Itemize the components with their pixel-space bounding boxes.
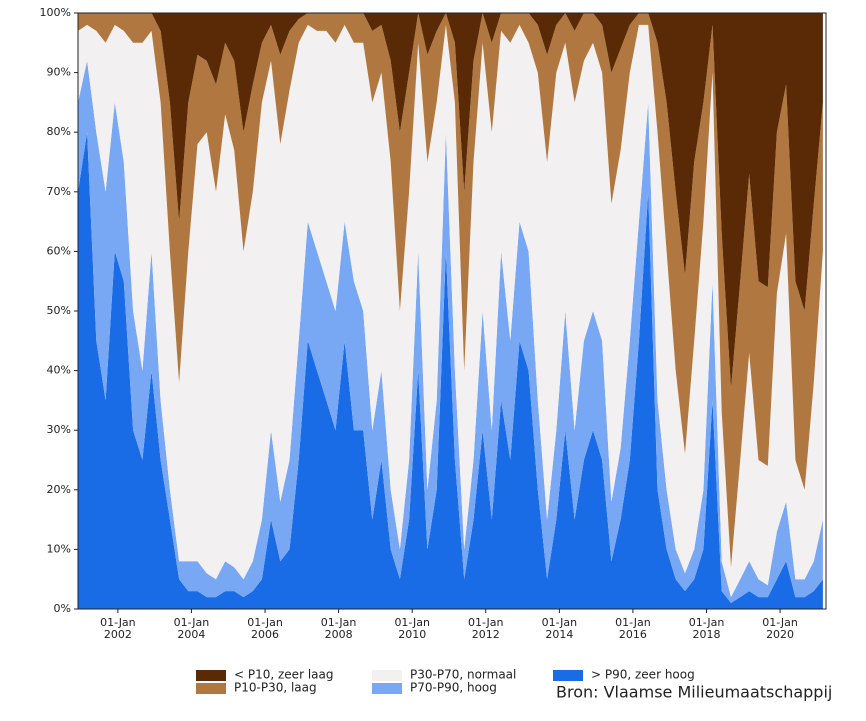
y-tick-label: 100% bbox=[40, 6, 71, 19]
x-tick-label: 01-Jan 2006 bbox=[247, 616, 283, 641]
legend-swatch bbox=[553, 670, 583, 681]
y-tick-label: 90% bbox=[47, 66, 71, 79]
area bbox=[78, 132, 823, 609]
x-tick-label: 01-Jan 2004 bbox=[174, 616, 210, 641]
y-tick-label: 40% bbox=[47, 364, 71, 377]
x-tick-label: 01-Jan 2020 bbox=[762, 616, 798, 641]
area bbox=[78, 13, 823, 389]
x-tick-label: 01-Jan 2018 bbox=[689, 616, 725, 641]
area bbox=[78, 60, 823, 603]
y-tick-label: 30% bbox=[47, 423, 71, 436]
y-tick-label: 50% bbox=[47, 304, 71, 317]
area bbox=[78, 24, 823, 598]
y-tick-label: 10% bbox=[47, 542, 71, 555]
legend-label: < P10, zeer laag bbox=[234, 668, 333, 682]
legend-swatch bbox=[372, 670, 402, 681]
source-note: Bron: Vlaamse Milieumaatschappij bbox=[556, 683, 832, 702]
y-tick-label: 60% bbox=[47, 244, 71, 257]
legend-swatch bbox=[196, 683, 226, 694]
x-tick-label: 01-Jan 2012 bbox=[468, 616, 504, 641]
y-tick-label: 0% bbox=[54, 602, 71, 615]
legend-label: > P90, zeer hoog bbox=[591, 668, 695, 682]
area bbox=[78, 13, 823, 568]
y-tick-label: 80% bbox=[47, 125, 71, 138]
legend-label: P70-P90, hoog bbox=[410, 681, 497, 695]
legend-swatch bbox=[196, 670, 226, 681]
x-tick-label: 01-Jan 2002 bbox=[100, 616, 136, 641]
legend-label: P10-P30, laag bbox=[234, 681, 317, 695]
legend-label: P30-P70, normaal bbox=[410, 668, 516, 682]
y-tick-label: 20% bbox=[47, 483, 71, 496]
x-tick-label: 01-Jan 2016 bbox=[615, 616, 651, 641]
x-tick-label: 01-Jan 2010 bbox=[394, 616, 430, 641]
x-tick-label: 01-Jan 2014 bbox=[542, 616, 578, 641]
y-tick-label: 70% bbox=[47, 185, 71, 198]
x-tick-label: 01-Jan 2008 bbox=[321, 616, 357, 641]
legend-swatch bbox=[372, 683, 402, 694]
